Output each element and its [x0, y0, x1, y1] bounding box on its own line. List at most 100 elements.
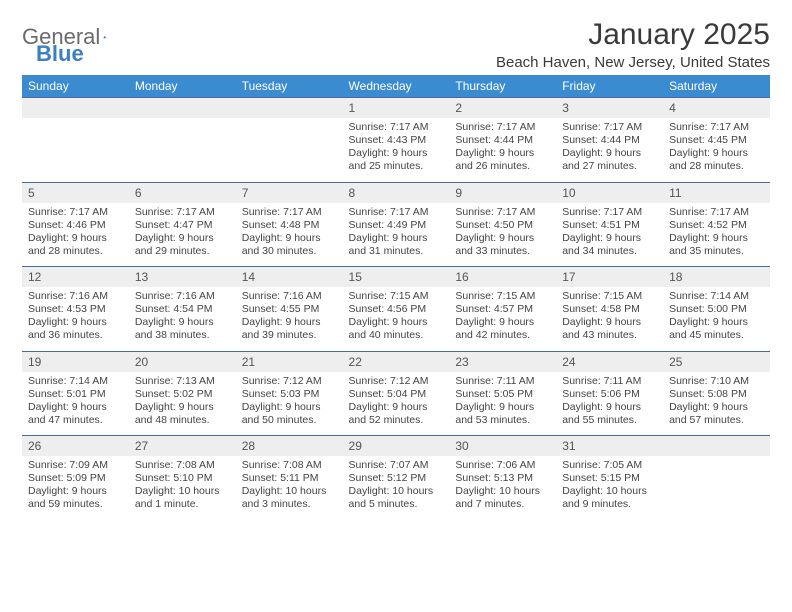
logo-sail-icon — [103, 26, 107, 48]
sunrise-line: Sunrise: 7:17 AM — [455, 206, 550, 219]
sunset-line: Sunset: 4:57 PM — [455, 303, 550, 316]
date-number: 16 — [449, 267, 556, 288]
daylight-line2: and 52 minutes. — [349, 414, 444, 427]
sunset-line: Sunset: 5:08 PM — [669, 388, 764, 401]
day-cell: Sunrise: 7:14 AMSunset: 5:01 PMDaylight:… — [22, 372, 129, 436]
sunset-line: Sunset: 4:48 PM — [242, 219, 337, 232]
daylight-line1: Daylight: 9 hours — [562, 401, 657, 414]
day-cell: Sunrise: 7:17 AMSunset: 4:52 PMDaylight:… — [663, 203, 770, 267]
day-cell — [663, 456, 770, 520]
daylight-line1: Daylight: 9 hours — [242, 232, 337, 245]
date-number: 18 — [663, 267, 770, 288]
date-number: 15 — [343, 267, 450, 288]
sunrise-line: Sunrise: 7:15 AM — [455, 290, 550, 303]
sunset-line: Sunset: 4:45 PM — [669, 134, 764, 147]
sunset-line: Sunset: 5:02 PM — [135, 388, 230, 401]
date-number: 7 — [236, 182, 343, 203]
sunset-line: Sunset: 5:05 PM — [455, 388, 550, 401]
sunrise-line: Sunrise: 7:11 AM — [562, 375, 657, 388]
daylight-line1: Daylight: 9 hours — [669, 147, 764, 160]
date-number: 6 — [129, 182, 236, 203]
date-number: 5 — [22, 182, 129, 203]
daylight-line1: Daylight: 9 hours — [28, 485, 123, 498]
sunrise-line: Sunrise: 7:12 AM — [242, 375, 337, 388]
date-number: 25 — [663, 351, 770, 372]
sunrise-line: Sunrise: 7:17 AM — [669, 121, 764, 134]
sunrise-line: Sunrise: 7:14 AM — [28, 375, 123, 388]
sunset-line: Sunset: 5:09 PM — [28, 472, 123, 485]
sunset-line: Sunset: 4:58 PM — [562, 303, 657, 316]
sunset-line: Sunset: 5:03 PM — [242, 388, 337, 401]
date-number — [236, 98, 343, 119]
daylight-line1: Daylight: 10 hours — [562, 485, 657, 498]
daylight-line1: Daylight: 10 hours — [455, 485, 550, 498]
date-number: 26 — [22, 436, 129, 457]
day-cell: Sunrise: 7:16 AMSunset: 4:53 PMDaylight:… — [22, 287, 129, 351]
daylight-line2: and 59 minutes. — [28, 498, 123, 511]
sunrise-line: Sunrise: 7:06 AM — [455, 459, 550, 472]
daylight-line1: Daylight: 9 hours — [349, 232, 444, 245]
date-number: 17 — [556, 267, 663, 288]
date-number: 14 — [236, 267, 343, 288]
sunset-line: Sunset: 5:13 PM — [455, 472, 550, 485]
date-number-row: 567891011 — [22, 182, 770, 203]
date-number: 29 — [343, 436, 450, 457]
day-cell: Sunrise: 7:08 AMSunset: 5:10 PMDaylight:… — [129, 456, 236, 520]
daylight-line1: Daylight: 9 hours — [135, 401, 230, 414]
daylight-line1: Daylight: 9 hours — [455, 316, 550, 329]
daylight-line1: Daylight: 10 hours — [242, 485, 337, 498]
daylight-line2: and 47 minutes. — [28, 414, 123, 427]
daylight-line2: and 30 minutes. — [242, 245, 337, 258]
calendar-table: Sunday Monday Tuesday Wednesday Thursday… — [22, 75, 770, 520]
sunrise-line: Sunrise: 7:12 AM — [349, 375, 444, 388]
day-cell: Sunrise: 7:17 AMSunset: 4:45 PMDaylight:… — [663, 118, 770, 182]
sunrise-line: Sunrise: 7:17 AM — [669, 206, 764, 219]
dayname: Thursday — [449, 75, 556, 98]
daylight-line1: Daylight: 9 hours — [242, 316, 337, 329]
date-number: 28 — [236, 436, 343, 457]
date-number: 11 — [663, 182, 770, 203]
day-cell: Sunrise: 7:16 AMSunset: 4:55 PMDaylight:… — [236, 287, 343, 351]
sunrise-line: Sunrise: 7:17 AM — [349, 206, 444, 219]
day-cell: Sunrise: 7:17 AMSunset: 4:44 PMDaylight:… — [556, 118, 663, 182]
sunset-line: Sunset: 5:01 PM — [28, 388, 123, 401]
date-number: 8 — [343, 182, 450, 203]
title-block: January 2025 Beach Haven, New Jersey, Un… — [496, 18, 770, 77]
daylight-line1: Daylight: 9 hours — [455, 147, 550, 160]
detail-row: Sunrise: 7:16 AMSunset: 4:53 PMDaylight:… — [22, 287, 770, 351]
day-cell: Sunrise: 7:17 AMSunset: 4:48 PMDaylight:… — [236, 203, 343, 267]
daylight-line1: Daylight: 10 hours — [135, 485, 230, 498]
date-number-row: 262728293031 — [22, 436, 770, 457]
sunset-line: Sunset: 5:11 PM — [242, 472, 337, 485]
sunset-line: Sunset: 5:15 PM — [562, 472, 657, 485]
date-number: 27 — [129, 436, 236, 457]
date-number: 19 — [22, 351, 129, 372]
sunrise-line: Sunrise: 7:14 AM — [669, 290, 764, 303]
daylight-line1: Daylight: 9 hours — [28, 401, 123, 414]
detail-row: Sunrise: 7:17 AMSunset: 4:46 PMDaylight:… — [22, 203, 770, 267]
day-cell: Sunrise: 7:14 AMSunset: 5:00 PMDaylight:… — [663, 287, 770, 351]
sunset-line: Sunset: 5:00 PM — [669, 303, 764, 316]
daylight-line1: Daylight: 9 hours — [669, 316, 764, 329]
daylight-line2: and 9 minutes. — [562, 498, 657, 511]
sunset-line: Sunset: 4:46 PM — [28, 219, 123, 232]
day-cell: Sunrise: 7:16 AMSunset: 4:54 PMDaylight:… — [129, 287, 236, 351]
daylight-line2: and 28 minutes. — [669, 160, 764, 173]
date-number: 20 — [129, 351, 236, 372]
date-number: 13 — [129, 267, 236, 288]
day-cell: Sunrise: 7:11 AMSunset: 5:05 PMDaylight:… — [449, 372, 556, 436]
sunset-line: Sunset: 4:55 PM — [242, 303, 337, 316]
dayname: Tuesday — [236, 75, 343, 98]
day-cell: Sunrise: 7:15 AMSunset: 4:58 PMDaylight:… — [556, 287, 663, 351]
daylight-line2: and 3 minutes. — [242, 498, 337, 511]
detail-row: Sunrise: 7:14 AMSunset: 5:01 PMDaylight:… — [22, 372, 770, 436]
daylight-line2: and 55 minutes. — [562, 414, 657, 427]
detail-row: Sunrise: 7:17 AMSunset: 4:43 PMDaylight:… — [22, 118, 770, 182]
sunrise-line: Sunrise: 7:17 AM — [135, 206, 230, 219]
day-cell: Sunrise: 7:10 AMSunset: 5:08 PMDaylight:… — [663, 372, 770, 436]
daylight-line1: Daylight: 9 hours — [28, 232, 123, 245]
day-cell: Sunrise: 7:15 AMSunset: 4:57 PMDaylight:… — [449, 287, 556, 351]
date-number: 12 — [22, 267, 129, 288]
day-cell: Sunrise: 7:08 AMSunset: 5:11 PMDaylight:… — [236, 456, 343, 520]
date-number: 31 — [556, 436, 663, 457]
